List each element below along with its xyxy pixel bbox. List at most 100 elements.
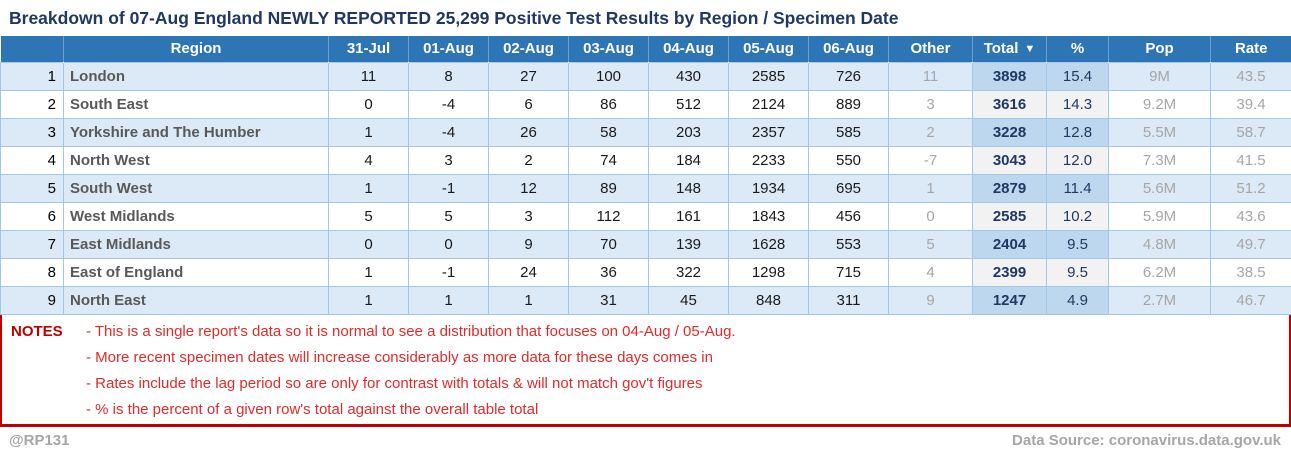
cell-date-value: 456 [808, 201, 889, 231]
cell-date-value: 1 [328, 285, 409, 315]
table-header-row: Region 31-Jul 01-Aug 02-Aug 03-Aug 04-Au… [0, 36, 1291, 62]
note-line: - This is a single report's data so it i… [86, 322, 736, 340]
cell-date-value: 5 [408, 201, 489, 231]
cell-other-value: 11 [888, 61, 973, 91]
cell-total-value: 3228 [972, 117, 1047, 147]
cell-percent-value: 9.5 [1046, 257, 1109, 287]
column-header-03aug: 03-Aug [568, 36, 649, 62]
cell-date-value: 161 [648, 201, 729, 231]
cell-pop-value: 7.3M [1108, 145, 1211, 175]
cell-date-value: 112 [568, 201, 649, 231]
cell-date-value: -1 [408, 257, 489, 287]
cell-pop-value: 9.2M [1108, 89, 1211, 119]
cell-date-value: 889 [808, 89, 889, 119]
note-line: - More recent specimen dates will increa… [86, 348, 713, 366]
cell-region-name: South East [63, 89, 329, 119]
cell-date-value: 553 [808, 229, 889, 259]
notes-section: NOTES - This is a single report's data s… [0, 314, 1291, 427]
column-header-01aug: 01-Aug [408, 36, 489, 62]
column-header-other: Other [888, 36, 973, 62]
cell-date-value: 0 [328, 89, 409, 119]
column-header-region: Region [63, 36, 329, 62]
cell-date-value: 74 [568, 145, 649, 175]
column-header-total-label: Total [983, 40, 1019, 58]
column-header-02aug: 02-Aug [488, 36, 569, 62]
cell-date-value: 2 [488, 145, 569, 175]
column-header-percent: % [1046, 36, 1109, 62]
cell-date-value: 12 [488, 173, 569, 203]
cell-total-value: 2879 [972, 173, 1047, 203]
cell-date-value: 9 [488, 229, 569, 259]
cell-total-value: 3898 [972, 61, 1047, 91]
cell-rate-value: 46.7 [1210, 285, 1291, 315]
cell-percent-value: 15.4 [1046, 61, 1109, 91]
cell-percent-value: 12.0 [1046, 145, 1109, 175]
cell-date-value: 695 [808, 173, 889, 203]
cell-date-value: 550 [808, 145, 889, 175]
cell-percent-value: 14.3 [1046, 89, 1109, 119]
cell-date-value: 715 [808, 257, 889, 287]
cell-date-value: 31 [568, 285, 649, 315]
cell-date-value: 3 [488, 201, 569, 231]
cell-date-value: 36 [568, 257, 649, 287]
cell-total-value: 1247 [972, 285, 1047, 315]
cell-rate-value: 43.6 [1210, 201, 1291, 231]
cell-other-value: 2 [888, 117, 973, 147]
cell-other-value: 0 [888, 201, 973, 231]
cell-region-name: North East [63, 285, 329, 315]
cell-row-number: 7 [0, 229, 64, 259]
column-header-total-sort[interactable]: Total ▼ [972, 36, 1047, 62]
cell-date-value: 70 [568, 229, 649, 259]
cell-pop-value: 6.2M [1108, 257, 1211, 287]
cell-total-value: 3616 [972, 89, 1047, 119]
cell-date-value: 2124 [728, 89, 809, 119]
cell-date-value: 45 [648, 285, 729, 315]
cell-percent-value: 9.5 [1046, 229, 1109, 259]
cell-pop-value: 5.6M [1108, 173, 1211, 203]
cell-row-number: 3 [0, 117, 64, 147]
cell-date-value: 322 [648, 257, 729, 287]
cell-date-value: 100 [568, 61, 649, 91]
cell-date-value: -4 [408, 117, 489, 147]
cell-total-value: 2585 [972, 201, 1047, 231]
cell-row-number: 6 [0, 201, 64, 231]
cell-date-value: 311 [808, 285, 889, 315]
cell-pop-value: 2.7M [1108, 285, 1211, 315]
cell-row-number: 9 [0, 285, 64, 315]
column-header-rate: Rate [1210, 36, 1291, 62]
cell-date-value: 4 [328, 145, 409, 175]
footer-data-source: Data Source: coronavirus.data.gov.uk [1012, 432, 1281, 449]
table-row: 8 East of England 1 -1 24 36 322 1298 715 4 2399 9.… [0, 257, 1291, 287]
cell-rate-value: 51.2 [1210, 173, 1291, 203]
cell-region-name: East of England [63, 257, 329, 287]
column-header-06aug: 06-Aug [808, 36, 889, 62]
cell-rate-value: 39.4 [1210, 89, 1291, 119]
cell-region-name: North West [63, 145, 329, 175]
table-row: 7 East Midlands 0 0 9 70 139 1628 553 5 2404 9.5 4.8… [0, 229, 1291, 259]
cell-date-value: 58 [568, 117, 649, 147]
cell-pop-value: 5.9M [1108, 201, 1211, 231]
cell-date-value: 5 [328, 201, 409, 231]
footer-handle: @RP131 [9, 432, 70, 449]
cell-date-value: 2233 [728, 145, 809, 175]
cell-date-value: 27 [488, 61, 569, 91]
cell-percent-value: 11.4 [1046, 173, 1109, 203]
cell-rate-value: 41.5 [1210, 145, 1291, 175]
cell-date-value: 2357 [728, 117, 809, 147]
cell-region-name: London [63, 61, 329, 91]
cell-rate-value: 43.5 [1210, 61, 1291, 91]
table-body: 1 London 11 8 27 100 430 2585 726 11 3898 15.4 9M 43.… [0, 61, 1291, 315]
cell-rate-value: 38.5 [1210, 257, 1291, 287]
cell-date-value: 203 [648, 117, 729, 147]
cell-date-value: 8 [408, 61, 489, 91]
cell-other-value: 1 [888, 173, 973, 203]
cell-rate-value: 49.7 [1210, 229, 1291, 259]
cell-date-value: 726 [808, 61, 889, 91]
cell-date-value: 0 [328, 229, 409, 259]
cell-date-value: 1298 [728, 257, 809, 287]
cell-total-value: 2404 [972, 229, 1047, 259]
table-row: 6 West Midlands 5 5 3 112 161 1843 456 0 2585 10.2 5… [0, 201, 1291, 231]
table-row: 1 London 11 8 27 100 430 2585 726 11 3898 15.4 9M 43.… [0, 61, 1291, 91]
cell-date-value: 148 [648, 173, 729, 203]
